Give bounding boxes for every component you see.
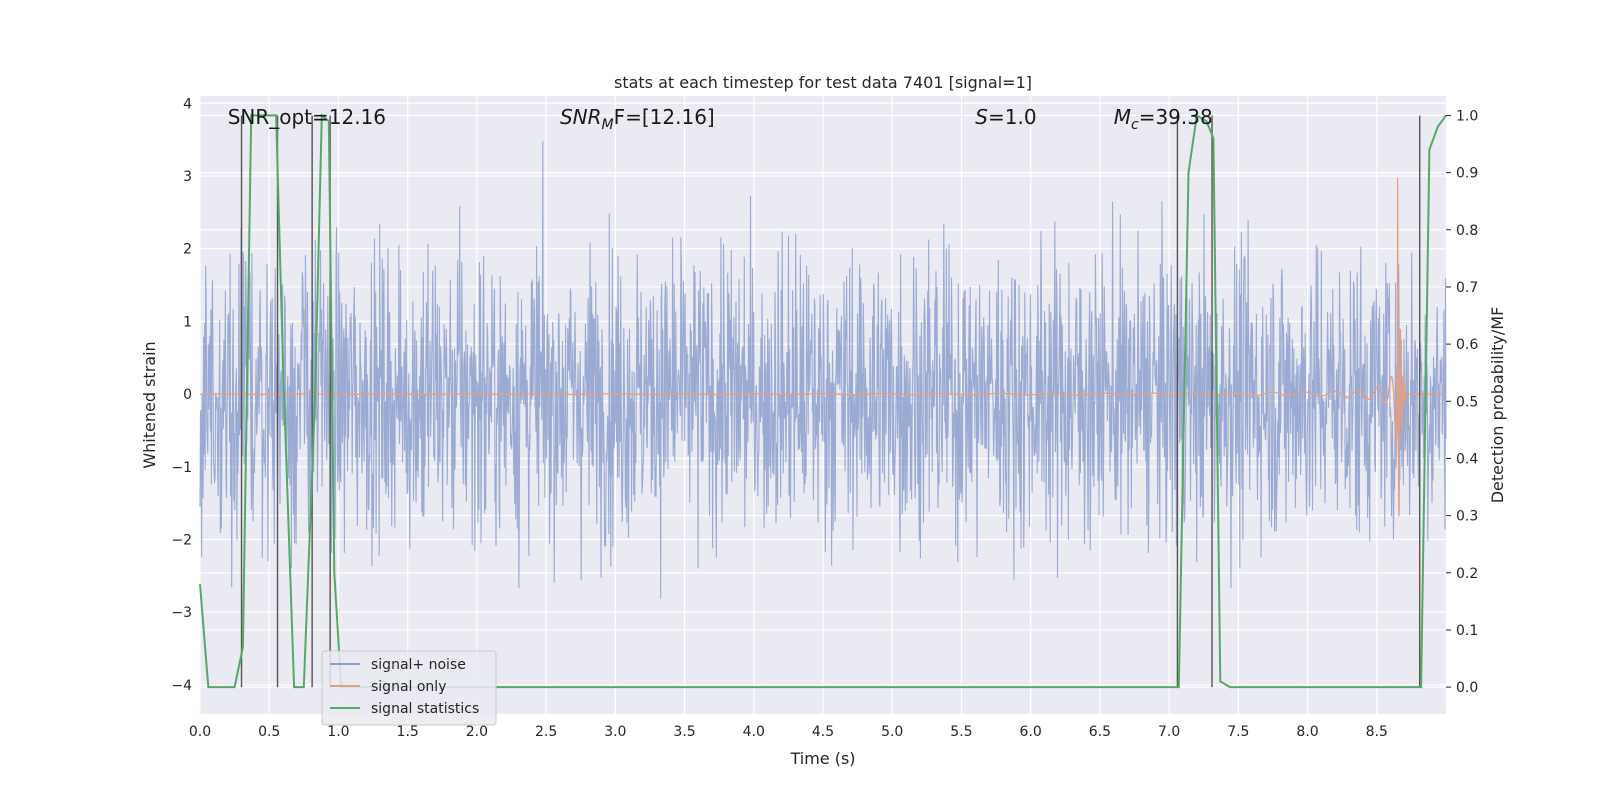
x-tick-label: 0.5 [258, 724, 280, 740]
y2-tick-label: 0.1 [1456, 623, 1478, 639]
signal-series [200, 177, 1446, 517]
y2-tick-label: 0.6 [1456, 337, 1478, 353]
y2-tick-label: 0.5 [1456, 394, 1478, 410]
y-ticks: −4 −3 −2 −1 0 1 2 3 4 [171, 96, 192, 694]
legend-box [321, 650, 497, 726]
x-axis-label: Time (s) [789, 749, 855, 768]
annotation-text: SNR_opt=12.16 [228, 105, 386, 129]
x-tick-label: 3.0 [604, 724, 626, 740]
y2-tick-label: 0.8 [1456, 223, 1478, 239]
x-tick-label: 6.5 [1089, 724, 1111, 740]
x-tick-label: 1.0 [327, 724, 349, 740]
x-tick-label: 0.0 [189, 724, 211, 740]
series-signal-noise [199, 140, 1447, 599]
y-tick-label: −1 [171, 460, 192, 476]
legend-label-signal: signal only [371, 679, 446, 695]
x-tick-label: 8.5 [1366, 724, 1388, 740]
y-tick-label: −3 [171, 605, 192, 621]
x-tick-label: 7.5 [1227, 724, 1249, 740]
y-tick-label: −4 [171, 678, 192, 694]
x-tick-label: 7.0 [1158, 724, 1180, 740]
legend: signal+ noise signal only signal statist… [321, 650, 497, 726]
y-tick-label: 0 [183, 387, 192, 403]
legend-label-noise: signal+ noise [371, 657, 466, 673]
series-signal-only [200, 177, 1446, 517]
y-tick-label: 1 [183, 314, 192, 330]
chart-title: stats at each timestep for test data 740… [614, 73, 1032, 92]
y2-axis-label: Detection probability/MF [1488, 307, 1507, 504]
y-tick-label: −2 [171, 533, 192, 549]
annotations: SNR_opt=12.16 SNRMF=[12.16] S=1.0 Mc=39.38 [228, 105, 1213, 133]
y2-ticks: 0.0 0.1 0.2 0.3 0.4 0.5 0.6 0.7 0.8 0.9 1.0 [1446, 108, 1478, 696]
annotation-text: S=1.0 [975, 105, 1036, 129]
x-tick-label: 4.0 [743, 724, 765, 740]
noise-series [199, 140, 1447, 599]
y-tick-label: 2 [183, 242, 192, 258]
x-tick-label: 1.5 [397, 724, 419, 740]
x-tick-label: 6.0 [1020, 724, 1042, 740]
y2-tick-label: 1.0 [1456, 108, 1478, 124]
x-tick-label: 2.5 [535, 724, 557, 740]
y2-tick-label: 0.9 [1456, 166, 1478, 182]
x-tick-label: 5.0 [881, 724, 903, 740]
vertical-lines [240, 115, 1421, 688]
annotation-text: Mc=39.38 [1114, 105, 1213, 133]
annotation-text: SNRMF=[12.16] [560, 105, 715, 133]
y2-tick-label: 0.7 [1456, 280, 1478, 296]
y2-tick-label: 0.3 [1456, 509, 1478, 525]
x-tick-label: 8.0 [1296, 724, 1318, 740]
y2-tick-label: 0.0 [1456, 680, 1478, 696]
y2-tick-label: 0.4 [1456, 451, 1478, 467]
x-ticks: 0.0 0.5 1.0 1.5 2.0 2.5 3.0 3.5 4.0 4.5 5.0 5.5 6.0 6… [189, 724, 1388, 740]
legend-label-statistics: signal statistics [371, 701, 479, 717]
y-tick-label: 3 [183, 169, 192, 185]
y-axis-label: Whitened strain [140, 341, 159, 468]
x-tick-label: 4.5 [812, 724, 834, 740]
y-tick-label: 4 [183, 96, 192, 112]
x-tick-label: 5.5 [950, 724, 972, 740]
x-tick-label: 2.0 [466, 724, 488, 740]
y2-tick-label: 0.2 [1456, 566, 1478, 582]
x-tick-label: 3.5 [673, 724, 695, 740]
